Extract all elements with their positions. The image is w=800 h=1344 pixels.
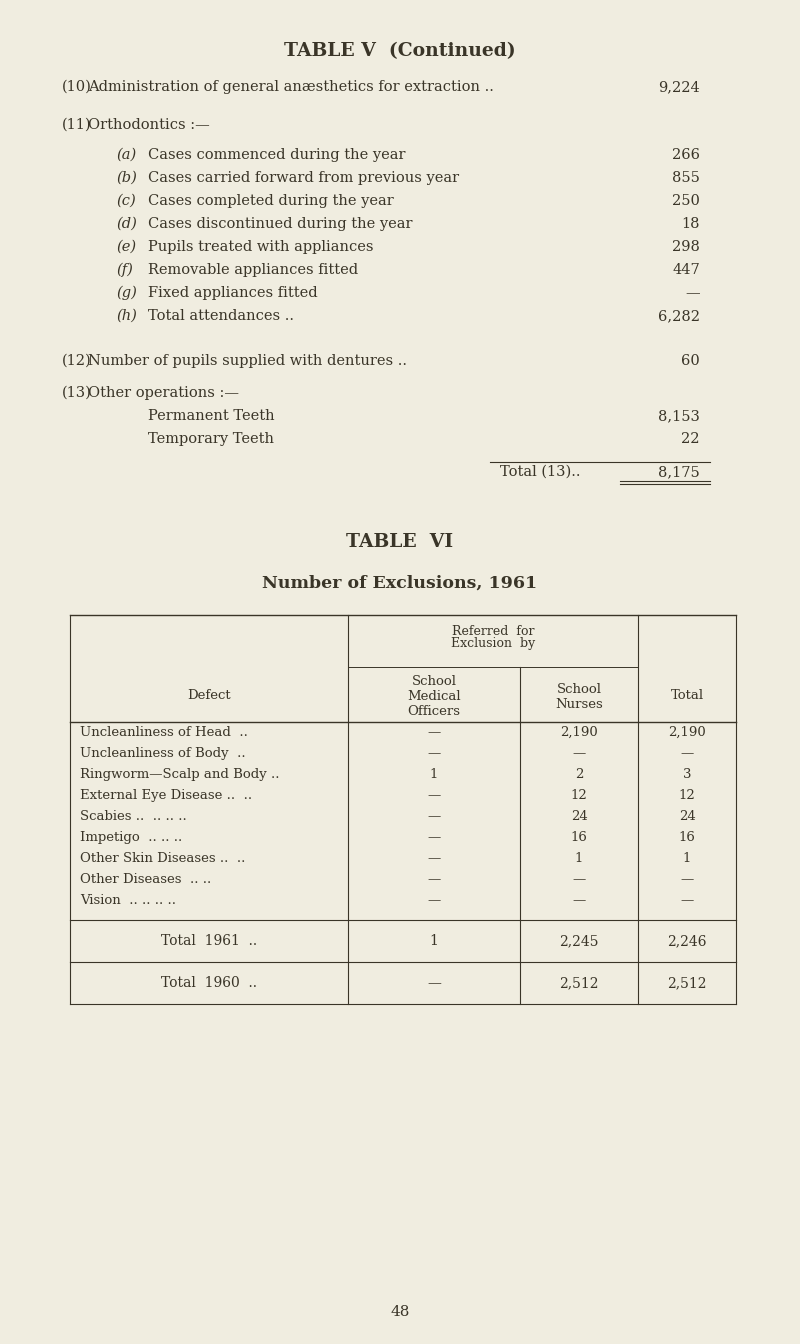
Text: 298: 298 <box>672 241 700 254</box>
Text: (e): (e) <box>116 241 136 254</box>
Text: 12: 12 <box>678 789 695 802</box>
Text: —: — <box>427 852 441 866</box>
Text: Scabies ..  .. .. ..: Scabies .. .. .. .. <box>80 810 186 823</box>
Text: Cases carried forward from previous year: Cases carried forward from previous year <box>148 171 459 185</box>
Text: Total attendances ..: Total attendances .. <box>148 309 294 323</box>
Text: —: — <box>427 747 441 759</box>
Text: Permanent Teeth: Permanent Teeth <box>148 409 274 423</box>
Text: 855: 855 <box>672 171 700 185</box>
Text: Defect: Defect <box>187 689 231 702</box>
Text: Fixed appliances fitted: Fixed appliances fitted <box>148 286 318 300</box>
Text: (13): (13) <box>62 386 92 401</box>
Text: School
Nurses: School Nurses <box>555 683 603 711</box>
Text: Other Skin Diseases ..  ..: Other Skin Diseases .. .. <box>80 852 246 866</box>
Text: —: — <box>572 894 586 907</box>
Text: External Eye Disease ..  ..: External Eye Disease .. .. <box>80 789 252 802</box>
Text: 22: 22 <box>682 431 700 446</box>
Text: —: — <box>572 874 586 886</box>
Text: Ringworm—Scalp and Body ..: Ringworm—Scalp and Body .. <box>80 767 279 781</box>
Text: —: — <box>680 894 694 907</box>
Text: Administration of general anæsthetics for extraction ..: Administration of general anæsthetics fo… <box>88 81 494 94</box>
Text: Number of Exclusions, 1961: Number of Exclusions, 1961 <box>262 575 538 591</box>
Text: Cases commenced during the year: Cases commenced during the year <box>148 148 406 163</box>
Text: 2,190: 2,190 <box>668 726 706 739</box>
Text: Uncleanliness of Body  ..: Uncleanliness of Body .. <box>80 747 246 759</box>
Text: 48: 48 <box>390 1305 410 1318</box>
Text: —: — <box>427 976 441 991</box>
Text: School
Medical
Officers: School Medical Officers <box>407 675 461 718</box>
Text: Other operations :—: Other operations :— <box>88 386 239 401</box>
Text: 1: 1 <box>575 852 583 866</box>
Text: —: — <box>686 286 700 300</box>
Text: 24: 24 <box>570 810 587 823</box>
Text: 2,245: 2,245 <box>559 934 598 948</box>
Text: 266: 266 <box>672 148 700 163</box>
Text: 1: 1 <box>683 852 691 866</box>
Text: —: — <box>427 874 441 886</box>
Text: (10): (10) <box>62 81 92 94</box>
Text: —: — <box>427 831 441 844</box>
Text: —: — <box>680 747 694 759</box>
Text: (c): (c) <box>116 194 136 208</box>
Text: —: — <box>427 894 441 907</box>
Text: 2: 2 <box>575 767 583 781</box>
Text: 1: 1 <box>430 934 438 948</box>
Text: 60: 60 <box>682 353 700 368</box>
Text: (11): (11) <box>62 118 92 132</box>
Text: TABLE V  (Continued): TABLE V (Continued) <box>284 42 516 60</box>
Text: Orthodontics :—: Orthodontics :— <box>88 118 210 132</box>
Text: (d): (d) <box>116 216 137 231</box>
Text: —: — <box>572 747 586 759</box>
Text: 1: 1 <box>430 767 438 781</box>
Text: 447: 447 <box>672 263 700 277</box>
Text: Cases completed during the year: Cases completed during the year <box>148 194 394 208</box>
Text: Cases discontinued during the year: Cases discontinued during the year <box>148 216 413 231</box>
Text: Temporary Teeth: Temporary Teeth <box>148 431 274 446</box>
Text: Exclusion  by: Exclusion by <box>451 637 535 650</box>
Text: 2,512: 2,512 <box>559 976 598 991</box>
Text: 3: 3 <box>682 767 691 781</box>
Text: —: — <box>680 874 694 886</box>
Text: Removable appliances fitted: Removable appliances fitted <box>148 263 358 277</box>
Text: Total  1960  ..: Total 1960 .. <box>161 976 257 991</box>
Text: Vision  .. .. .. ..: Vision .. .. .. .. <box>80 894 176 907</box>
Text: Pupils treated with appliances: Pupils treated with appliances <box>148 241 374 254</box>
Text: (g): (g) <box>116 286 137 301</box>
Text: 18: 18 <box>682 216 700 231</box>
Text: (b): (b) <box>116 171 137 185</box>
Text: 9,224: 9,224 <box>658 81 700 94</box>
Text: 16: 16 <box>678 831 695 844</box>
Text: Total  1961  ..: Total 1961 .. <box>161 934 257 948</box>
Text: 2,190: 2,190 <box>560 726 598 739</box>
Text: (h): (h) <box>116 309 137 323</box>
Text: 2,246: 2,246 <box>667 934 706 948</box>
Text: (a): (a) <box>116 148 136 163</box>
Text: Number of pupils supplied with dentures ..: Number of pupils supplied with dentures … <box>88 353 407 368</box>
Text: (12): (12) <box>62 353 92 368</box>
Text: 8,153: 8,153 <box>658 409 700 423</box>
Text: —: — <box>427 789 441 802</box>
Text: —: — <box>427 810 441 823</box>
Text: Other Diseases  .. ..: Other Diseases .. .. <box>80 874 211 886</box>
Text: Total (13)..: Total (13).. <box>500 465 581 478</box>
Text: Impetigo  .. .. ..: Impetigo .. .. .. <box>80 831 182 844</box>
Text: 12: 12 <box>570 789 587 802</box>
Text: 250: 250 <box>672 194 700 208</box>
Text: (f): (f) <box>116 263 133 277</box>
Text: TABLE  VI: TABLE VI <box>346 534 454 551</box>
Text: Total: Total <box>670 689 703 702</box>
Text: Uncleanliness of Head  ..: Uncleanliness of Head .. <box>80 726 248 739</box>
Text: —: — <box>427 726 441 739</box>
Text: 2,512: 2,512 <box>667 976 706 991</box>
Text: 16: 16 <box>570 831 587 844</box>
Text: 24: 24 <box>678 810 695 823</box>
Text: 6,282: 6,282 <box>658 309 700 323</box>
Text: Referred  for: Referred for <box>452 625 534 638</box>
Text: 8,175: 8,175 <box>658 465 700 478</box>
